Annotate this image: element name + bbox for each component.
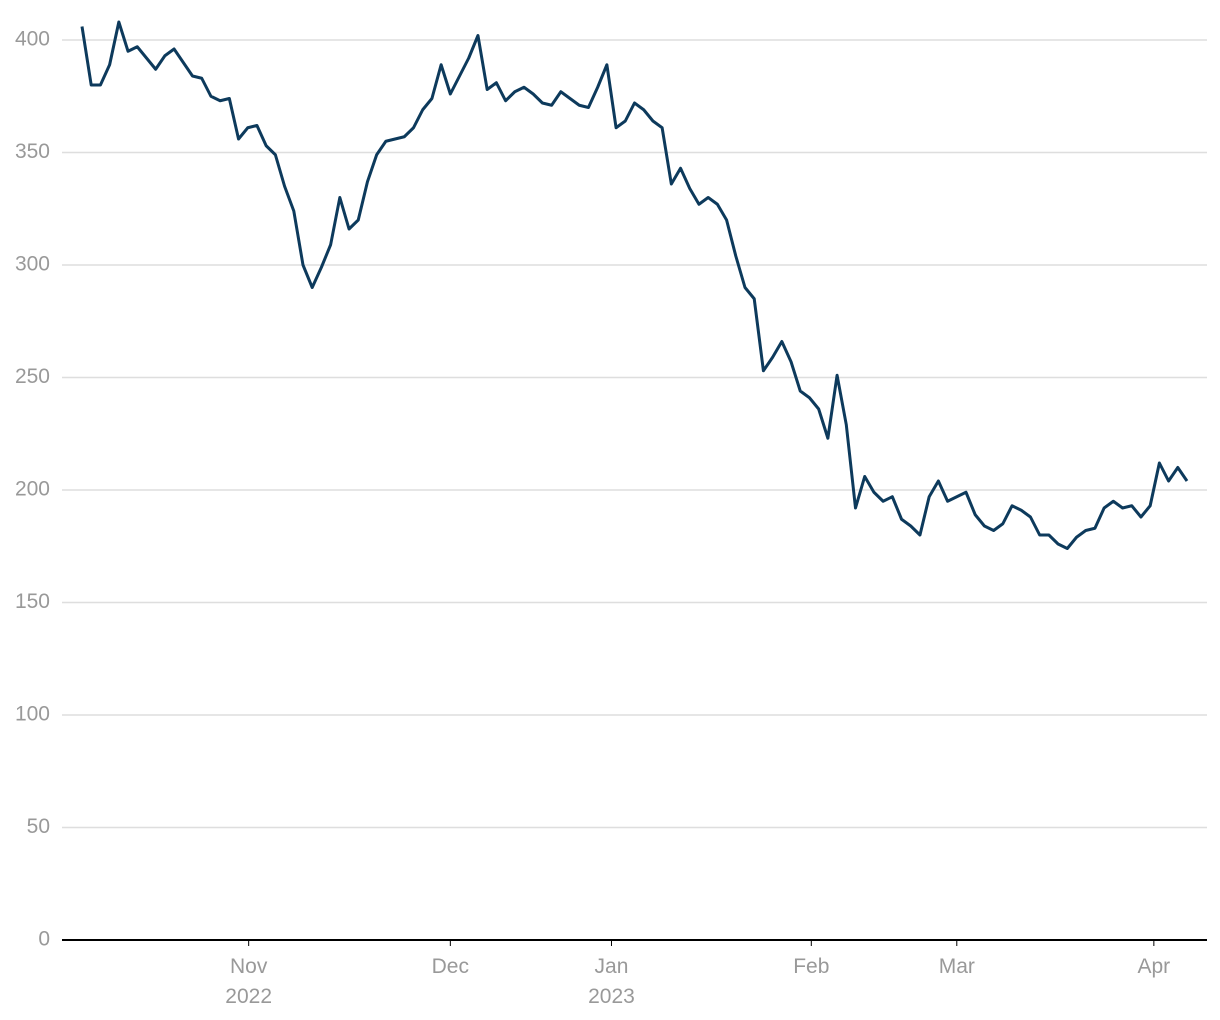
y-tick-label: 300 <box>15 253 50 276</box>
x-tick-label: Feb <box>793 955 829 978</box>
y-tick-label: 100 <box>15 703 50 726</box>
y-tick-label: 0 <box>38 928 50 951</box>
x-tick-label: Mar <box>939 955 975 978</box>
y-tick-label: 200 <box>15 478 50 501</box>
x-tick-label: Jan 2023 <box>588 955 635 1008</box>
y-tick-label: 150 <box>15 590 50 613</box>
y-tick-label: 50 <box>27 815 50 838</box>
x-tick-label: Apr <box>1138 955 1171 978</box>
x-tick-label: Dec <box>432 955 469 978</box>
y-tick-label: 250 <box>15 365 50 388</box>
y-tick-label: 350 <box>15 140 50 163</box>
y-tick-label: 400 <box>15 28 50 51</box>
line <box>80 20 1189 550</box>
x-tick-label: Nov 2022 <box>225 955 272 1008</box>
